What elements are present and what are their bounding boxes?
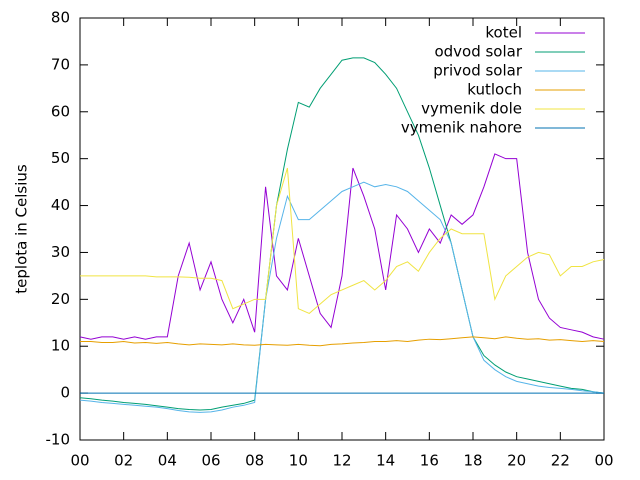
y-axis-label: teplota in Celsius: [13, 164, 31, 294]
x-tick-label: 02: [114, 452, 133, 470]
x-tick-label: 06: [201, 452, 220, 470]
x-tick-label: 00: [70, 452, 89, 470]
legend-label: odvod solar: [434, 43, 522, 61]
legend-label: privod solar: [433, 62, 523, 80]
x-tick-label: 22: [551, 452, 570, 470]
y-tick-label: 70: [51, 55, 70, 73]
x-tick-label: 12: [332, 452, 351, 470]
x-tick-label: 08: [245, 452, 264, 470]
series-line: [79, 181, 605, 413]
x-tick-label: 16: [420, 452, 439, 470]
plot-frame: [79, 17, 605, 441]
x-tick-label: 00: [594, 452, 613, 470]
series-line: [79, 153, 605, 340]
series-line: [80, 167, 605, 314]
y-tick-label: 60: [51, 102, 70, 120]
y-tick-label: 10: [51, 337, 70, 355]
series-line: [79, 57, 605, 411]
y-tick-label: -10: [46, 431, 71, 449]
y-tick-label: 20: [51, 290, 70, 308]
y-tick-label: 50: [51, 149, 70, 167]
y-tick-label: 0: [60, 384, 70, 402]
x-tick-label: 14: [376, 452, 395, 470]
y-tick-label: 30: [51, 243, 70, 261]
legend-label: kutloch: [467, 81, 522, 99]
y-tick-label: 80: [51, 9, 70, 27]
x-tick-label: 20: [507, 452, 526, 470]
x-tick-label: 18: [463, 452, 482, 470]
legend-label: vymenik nahore: [401, 119, 522, 137]
x-tick-label: 04: [158, 452, 177, 470]
series-line: [80, 336, 605, 347]
legend-label: kotel: [485, 24, 522, 42]
x-tick-label: 10: [289, 452, 308, 470]
y-tick-label: 40: [51, 196, 70, 214]
legend-label: vymenik dole: [421, 100, 522, 118]
